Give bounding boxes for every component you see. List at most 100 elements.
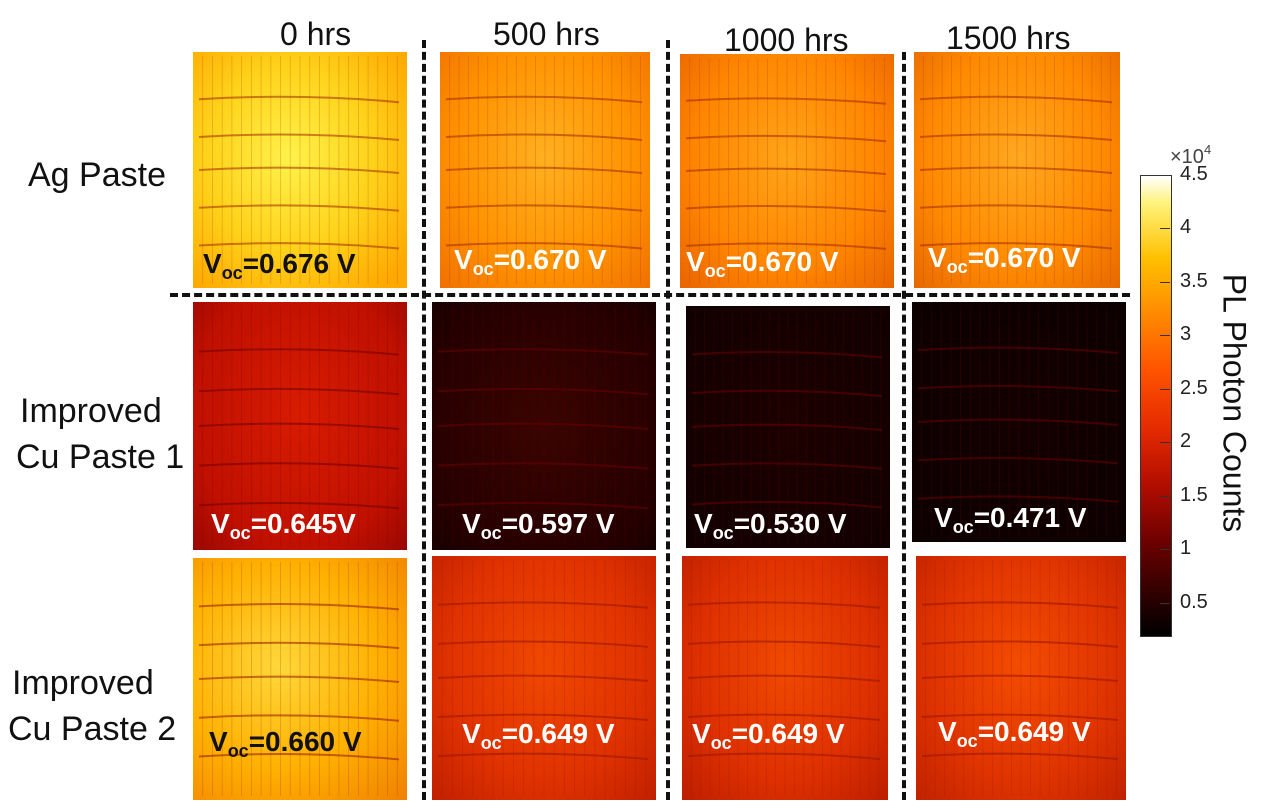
voc-value: =0.645V (250, 508, 356, 539)
pl-image-cell: Voc=0.670 V (680, 54, 894, 288)
pl-image-cell: Voc=0.670 V (914, 52, 1120, 288)
colorbar-tick-mark (1160, 388, 1170, 390)
pl-image-cell: Voc=0.649 V (432, 556, 656, 800)
voc-value: =0.530 V (733, 508, 847, 539)
voc-symbol: V (211, 508, 230, 539)
cell-grid-lines (687, 560, 881, 796)
voc-subscript: oc (946, 257, 968, 277)
voc-symbol: V (462, 508, 481, 539)
column-header-1500hrs: 1500 hrs (946, 20, 1071, 56)
cell-grid-lines (685, 58, 887, 284)
column-divider (666, 40, 670, 800)
colorbar-tick-mark (1160, 335, 1170, 337)
colorbar-tick-mark (1160, 602, 1170, 604)
cell-grid-lines (437, 560, 649, 796)
voc-label: Voc=0.649 V (462, 718, 615, 754)
voc-label: Voc=0.530 V (694, 508, 847, 544)
voc-value: =0.649 V (977, 716, 1091, 747)
column-header-1000hrs: 1000 hrs (724, 22, 849, 58)
voc-subscript: oc (227, 741, 249, 761)
colorbar-tick-label: 3 (1180, 323, 1192, 346)
voc-symbol: V (203, 248, 222, 279)
cell-grid-lines (917, 306, 1119, 538)
colorbar (1140, 175, 1172, 637)
voc-label: Voc=0.670 V (928, 242, 1081, 278)
cell-grid-lines (691, 310, 883, 544)
colorbar-tick-mark (1160, 495, 1170, 497)
voc-subscript: oc (229, 523, 251, 543)
colorbar-tick-label: 4 (1180, 216, 1192, 239)
voc-value: =0.597 V (501, 508, 615, 539)
cell-grid-lines (198, 56, 400, 284)
column-divider (902, 52, 906, 800)
colorbar-tick-label: 1.5 (1180, 483, 1208, 506)
cell-grid-lines (198, 306, 400, 546)
voc-subscript: oc (710, 733, 732, 753)
voc-subscript: oc (952, 517, 974, 537)
voc-label: Voc=0.471 V (934, 502, 1087, 538)
colorbar-tick-label: 3.5 (1180, 269, 1208, 292)
pl-image-cell: Voc=0.649 V (682, 556, 888, 800)
voc-label: Voc=0.676 V (203, 248, 356, 284)
voc-label: Voc=0.597 V (462, 508, 615, 544)
cell-grid-lines (919, 56, 1113, 284)
voc-subscript: oc (704, 261, 726, 281)
pl-image-cell: Voc=0.645V (193, 302, 407, 550)
voc-label: Voc=0.649 V (692, 718, 845, 754)
voc-subscript: oc (221, 263, 243, 283)
voc-value: =0.649 V (501, 718, 615, 749)
colorbar-tick-mark (1160, 175, 1170, 176)
voc-subscript: oc (956, 731, 978, 751)
row-label-line: Improved (20, 392, 162, 430)
row-label-cu-paste-2: Improved Cu Paste 2 (8, 660, 176, 752)
pl-image-cell: Voc=0.670 V (440, 52, 650, 288)
row-label-ag-paste: Ag Paste (28, 152, 166, 198)
voc-value: =0.670 V (493, 244, 607, 275)
column-divider (422, 40, 426, 800)
voc-symbol: V (209, 726, 228, 757)
pl-image-cell: Voc=0.597 V (432, 302, 656, 550)
voc-value: =0.471 V (973, 502, 1087, 533)
row-divider (170, 293, 1130, 297)
voc-value: =0.670 V (967, 242, 1081, 273)
voc-symbol: V (686, 246, 705, 277)
voc-symbol: V (454, 244, 473, 275)
voc-symbol: V (928, 242, 947, 273)
column-header-500hrs: 500 hrs (493, 16, 600, 52)
voc-symbol: V (694, 508, 713, 539)
cell-grid-lines (198, 562, 400, 796)
colorbar-tick-mark (1160, 281, 1170, 283)
row-label-line: Improved (12, 664, 154, 702)
colorbar-tick-label: 1 (1180, 537, 1192, 560)
colorbar-tick-label: 4.5 (1180, 163, 1208, 185)
voc-value: =0.670 V (725, 246, 839, 277)
cell-grid-lines (921, 560, 1119, 796)
voc-symbol: V (692, 718, 711, 749)
colorbar-label: PL Photon Counts (1216, 273, 1253, 533)
voc-label: Voc=0.660 V (209, 726, 362, 762)
row-label-cu-paste-1: Improved Cu Paste 1 (16, 388, 185, 480)
voc-symbol: V (938, 716, 957, 747)
cell-grid-lines (437, 306, 649, 546)
pl-image-cell: Voc=0.660 V (193, 558, 407, 800)
pl-image-cell: Voc=0.676 V (193, 52, 407, 288)
colorbar-tick-mark (1160, 442, 1170, 444)
voc-value: =0.660 V (248, 726, 362, 757)
voc-value: =0.649 V (731, 718, 845, 749)
row-label-line: Cu Paste 2 (8, 710, 177, 748)
colorbar-tick-mark (1160, 228, 1170, 230)
colorbar-tick-label: 0.5 (1180, 590, 1208, 613)
colorbar-tick-mark (1160, 549, 1170, 551)
voc-label: Voc=0.645V (211, 508, 356, 544)
voc-label: Voc=0.649 V (938, 716, 1091, 752)
voc-subscript: oc (480, 733, 502, 753)
colorbar-tick-label: 2 (1180, 430, 1192, 453)
voc-subscript: oc (472, 259, 494, 279)
voc-symbol: V (462, 718, 481, 749)
voc-label: Voc=0.670 V (454, 244, 607, 280)
row-label-line: Cu Paste 1 (16, 438, 185, 476)
voc-subscript: oc (480, 523, 502, 543)
cell-grid-lines (445, 56, 643, 284)
voc-value: =0.676 V (242, 248, 356, 279)
voc-label: Voc=0.670 V (686, 246, 839, 282)
